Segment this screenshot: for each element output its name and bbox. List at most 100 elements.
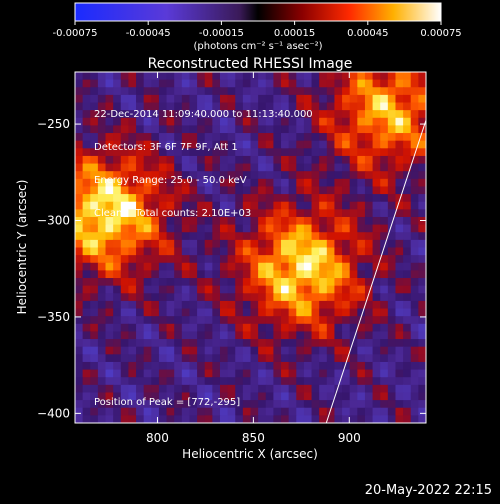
heatmap-cell (235, 407, 244, 416)
heatmap-cell (258, 163, 267, 172)
heatmap-cell (105, 194, 114, 203)
heatmap-cell (204, 79, 213, 88)
heatmap-cell (113, 377, 122, 386)
heatmap-cell (281, 163, 290, 172)
heatmap-cell (334, 239, 343, 249)
heatmap-cell (387, 262, 397, 271)
heatmap-cell (349, 87, 358, 96)
heatmap-cell (90, 94, 99, 104)
heatmap-cell (372, 400, 381, 409)
heatmap-cell (288, 224, 297, 233)
heatmap-cell (395, 384, 404, 394)
heatmap-cell (334, 384, 343, 394)
heatmap-cell (174, 392, 183, 401)
heatmap-cell (235, 102, 244, 111)
heatmap-cell (303, 400, 313, 409)
heatmap-cell (166, 255, 175, 264)
heatmap-cell (197, 140, 206, 149)
heatmap-cell (204, 384, 213, 394)
heatmap-cell (120, 316, 130, 325)
heatmap-cell (288, 247, 297, 256)
heatmap-cell (387, 331, 397, 340)
heatmap-cell (151, 79, 160, 88)
heatmap-cell (120, 407, 130, 416)
heatmap-cell (281, 94, 290, 104)
heatmap-cell (418, 117, 426, 127)
heatmap-cell (136, 94, 145, 104)
heatmap-cell (395, 117, 404, 127)
heatmap-cell (242, 415, 252, 423)
heatmap-cell (113, 278, 122, 287)
heatmap-cell (334, 125, 343, 134)
heatmap-cell (166, 300, 175, 310)
heatmap-cell (326, 262, 336, 271)
heatmap-cell (334, 178, 343, 188)
heatmap-cell (75, 392, 84, 401)
heatmap-cell (189, 384, 198, 394)
heatmap-cell (75, 87, 84, 96)
heatmap-cell (97, 415, 107, 423)
heatmap-cell (120, 361, 130, 371)
heatmap-cell (403, 216, 412, 226)
heatmap-cell (151, 201, 160, 210)
heatmap-cell (235, 339, 244, 348)
heatmap-cell (90, 102, 99, 111)
heatmap-cell (90, 117, 99, 127)
heatmap-cell (136, 331, 145, 340)
heatmap-cell (364, 79, 374, 88)
observation-info: 22-Dec-2014 11:09:40.000 to 11:13:40.000… (94, 87, 313, 230)
heatmap-cell (296, 178, 305, 188)
heatmap-cell (281, 361, 290, 371)
heatmap-cell (364, 171, 374, 180)
heatmap-cell (250, 155, 259, 165)
heatmap-cell (326, 171, 336, 180)
heatmap-cell (326, 216, 336, 226)
heatmap-cell (227, 171, 236, 180)
heatmap-cell (158, 255, 168, 264)
heatmap-cell (151, 117, 160, 127)
heatmap-cell (242, 79, 252, 88)
heatmap-cell (281, 308, 290, 317)
heatmap-cell (120, 377, 130, 386)
heatmap-cell (303, 94, 313, 104)
heatmap-cell (97, 140, 107, 149)
heatmap-cell (357, 163, 366, 172)
heatmap-cell (242, 87, 252, 96)
heatmap-cell (303, 346, 313, 355)
heatmap-cell (204, 262, 213, 271)
heatmap-cell (357, 293, 366, 302)
heatmap-cell (357, 148, 366, 157)
heatmap-cell (120, 300, 130, 310)
heatmap-cell (403, 407, 412, 416)
heatmap-cell (143, 232, 152, 241)
heatmap-cell (189, 224, 198, 233)
heatmap-cell (250, 140, 259, 149)
heatmap-cell (235, 171, 244, 180)
heatmap-cell (113, 201, 122, 210)
heatmap-cell (357, 171, 366, 180)
heatmap-cell (273, 323, 282, 333)
heatmap-cell (418, 178, 426, 188)
heatmap-cell (235, 216, 244, 226)
heatmap-cell (387, 155, 397, 165)
heatmap-cell (128, 392, 137, 401)
heatmap-cell (319, 384, 328, 394)
heatmap-cell (265, 247, 274, 256)
heatmap-cell (349, 171, 358, 180)
heatmap-cell (105, 384, 114, 394)
heatmap-cell (128, 300, 137, 310)
heatmap-cell (372, 247, 381, 256)
heatmap-cell (158, 117, 168, 127)
heatmap-cell (227, 72, 236, 81)
heatmap-cell (151, 125, 160, 134)
heatmap-cell (281, 255, 290, 264)
heatmap-cell (151, 354, 160, 363)
heatmap-cell (281, 178, 290, 188)
heatmap-cell (311, 79, 320, 88)
heatmap-cell (189, 300, 198, 310)
heatmap-cell (288, 285, 297, 294)
heatmap-cell (319, 171, 328, 180)
heatmap-cell (357, 72, 366, 81)
heatmap-cell (166, 163, 175, 172)
heatmap-cell (326, 392, 336, 401)
